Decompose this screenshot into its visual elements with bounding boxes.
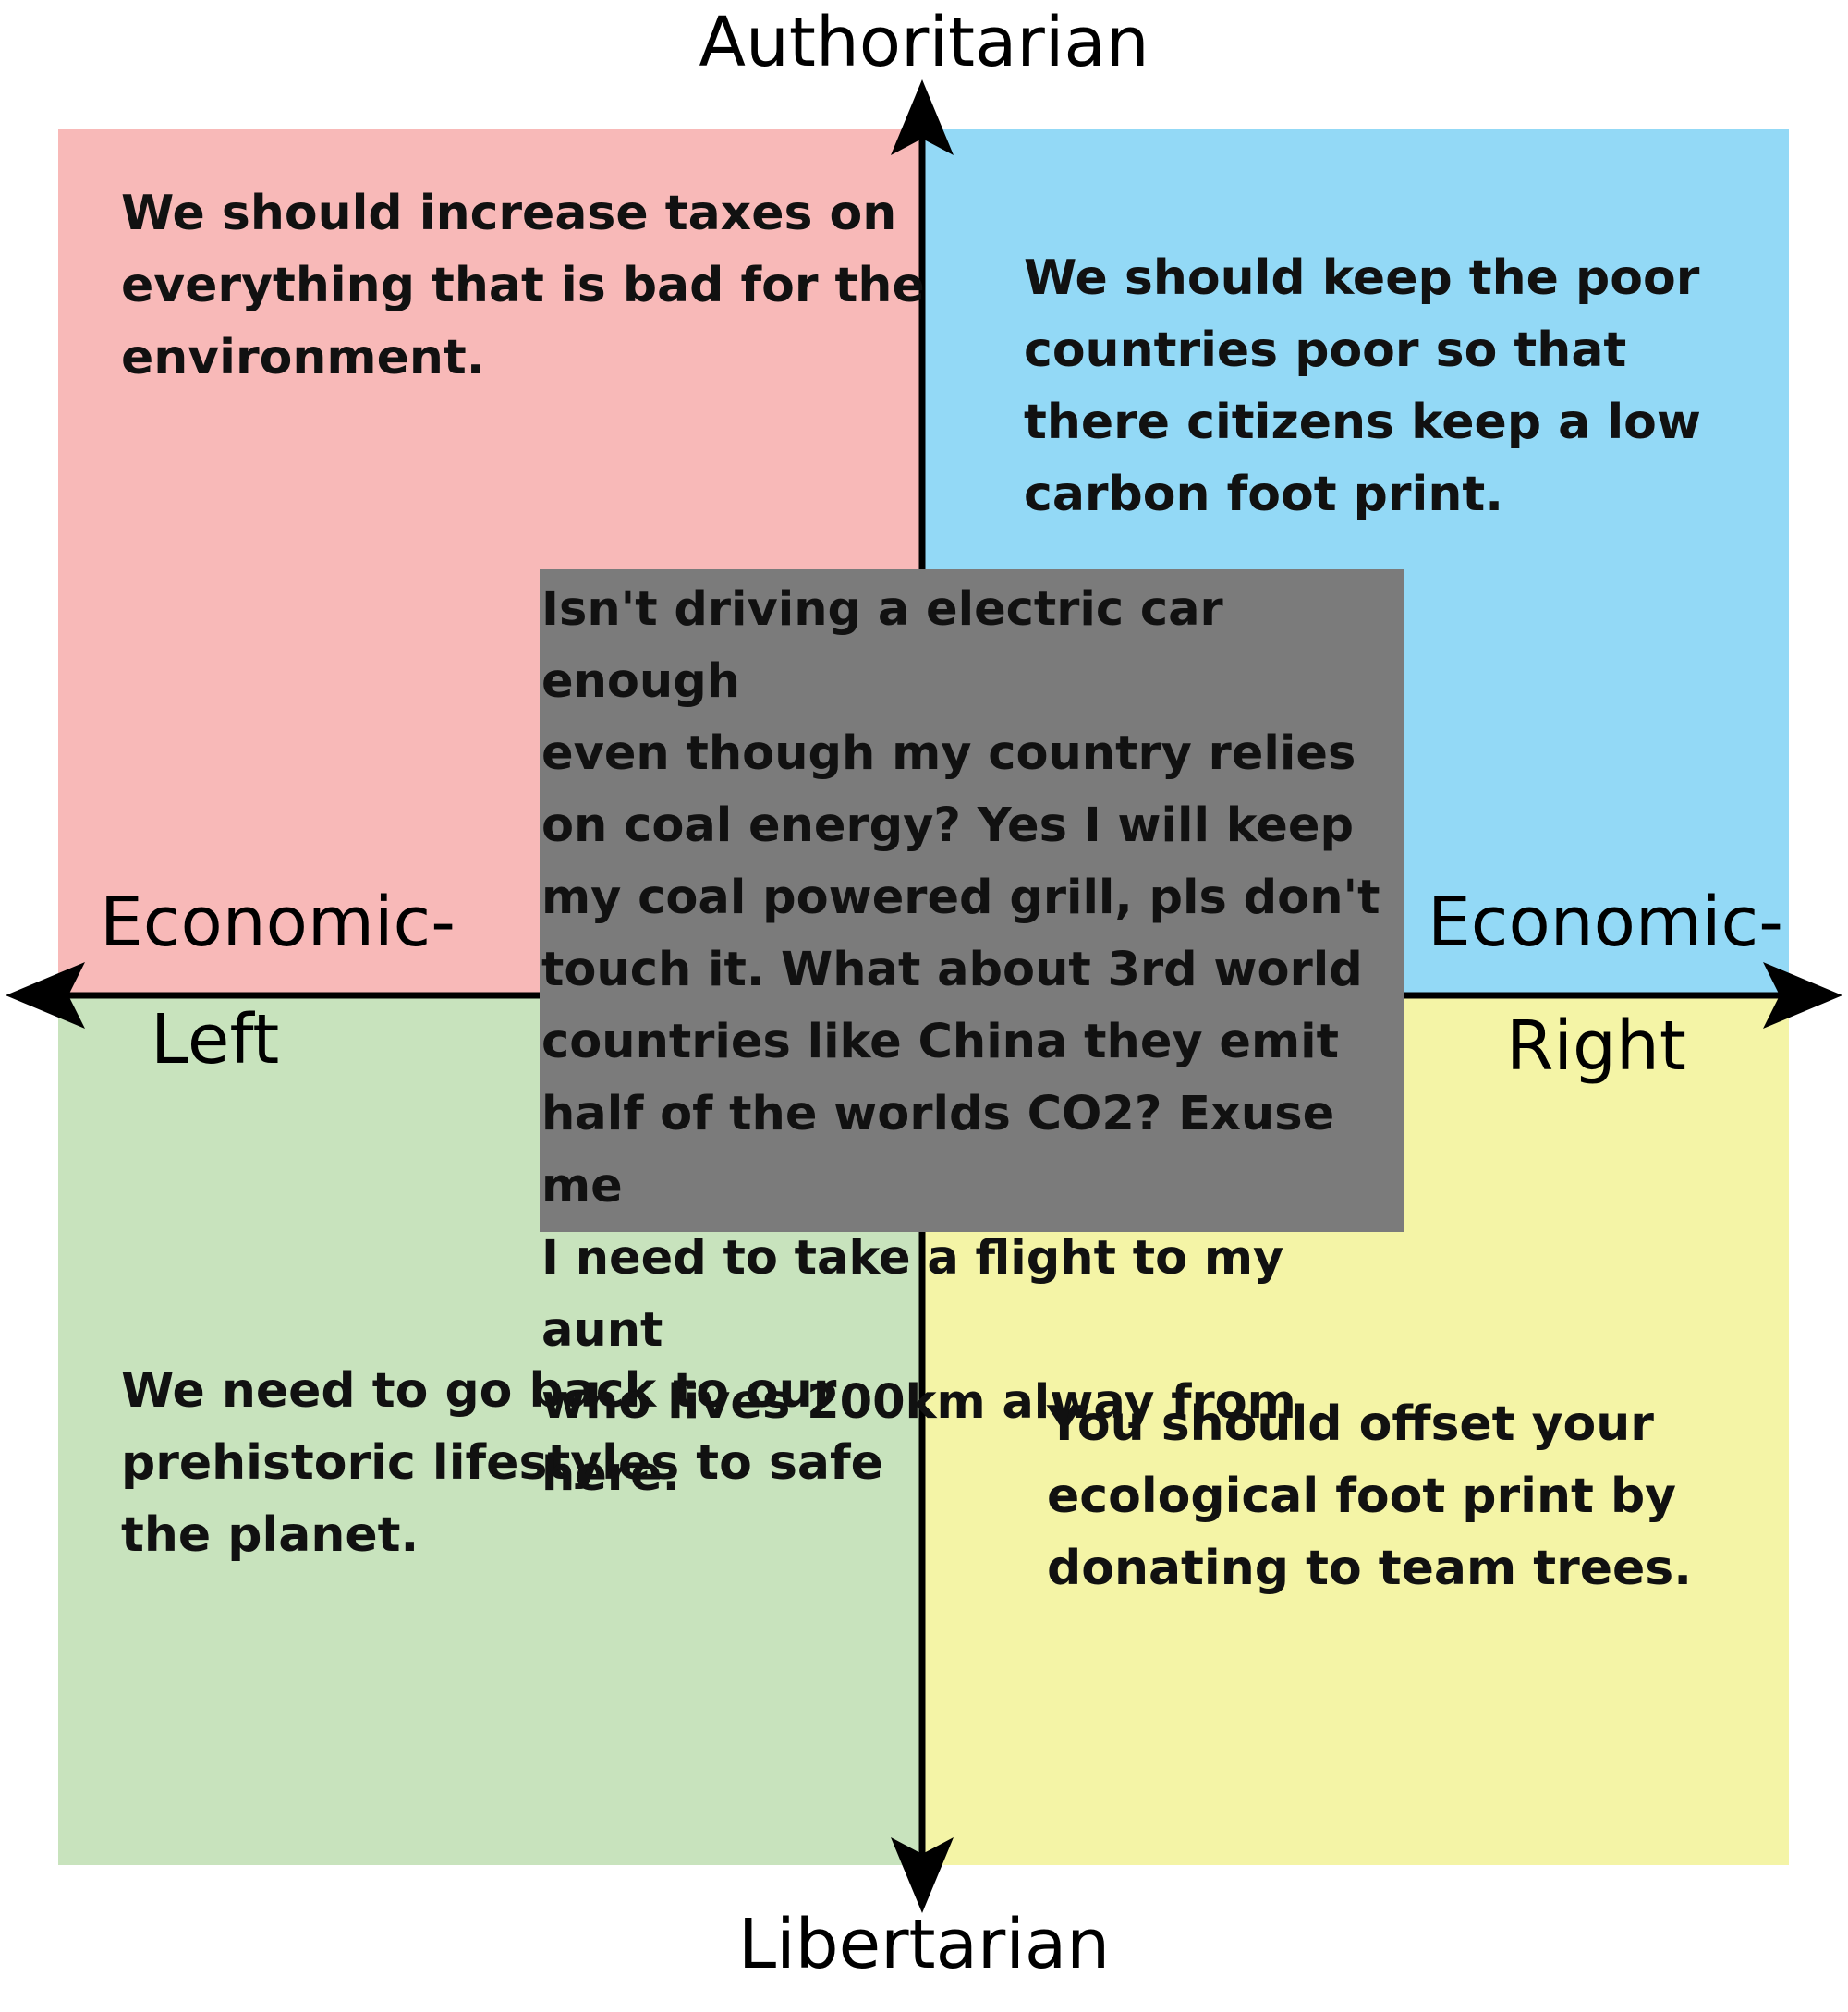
libertarian-left-statement: We need to go back to our prehistoric li…	[121, 1363, 883, 1563]
axis-label-authoritarian: Authoritarian	[699, 3, 1149, 82]
axis-label-economic-left-line2: Left	[151, 1000, 280, 1079]
axis-label-libertarian: Libertarian	[737, 1905, 1111, 1984]
center-statement-box: Isn't driving a electric car enough even…	[540, 569, 1404, 1502]
authoritarian-left-statement: We should increase taxes on everything t…	[121, 186, 925, 385]
axis-label-economic-right-line2: Right	[1506, 1006, 1686, 1086]
axis-label-economic-right-line1: Economic-	[1428, 883, 1783, 962]
axis-label-economic-left-line1: Economic-	[100, 883, 456, 962]
arrow-right-icon	[1763, 962, 1842, 1029]
authoritarian-right-statement: We should keep the poor countries poor s…	[1024, 250, 1701, 522]
arrow-up-icon	[891, 79, 954, 155]
arrow-left-icon	[6, 962, 85, 1029]
center-statement: Isn't driving a electric car enough even…	[541, 582, 1380, 1502]
libertarian-right-statement: You should offset your ecological foot p…	[1047, 1396, 1693, 1596]
arrow-down-icon	[891, 1837, 954, 1913]
